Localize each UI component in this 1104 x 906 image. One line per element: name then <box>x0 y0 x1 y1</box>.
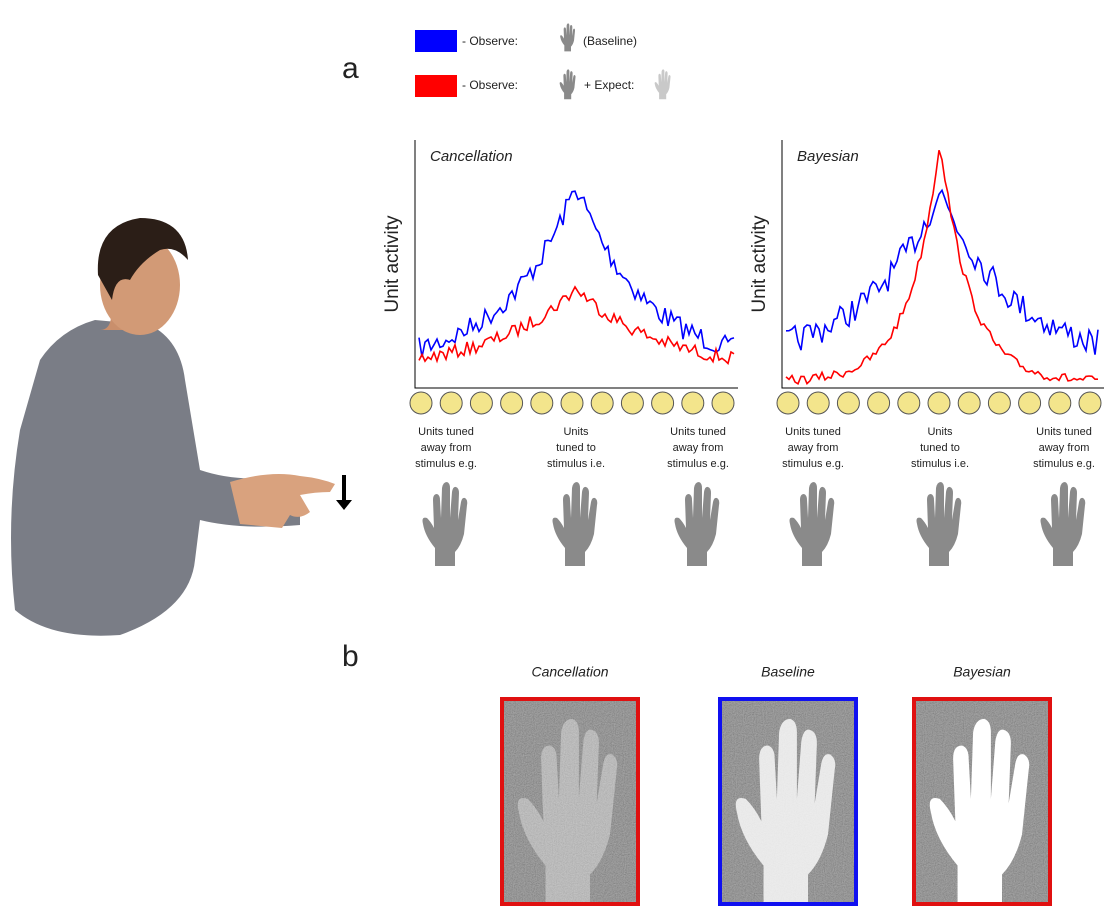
shape <box>336 500 352 510</box>
hand-icon <box>674 482 720 566</box>
legend-text: - Observe: <box>462 78 518 92</box>
axes <box>414 140 738 389</box>
legend-text: (Baseline) <box>583 34 637 48</box>
hand-icon <box>552 482 598 566</box>
unit-circle <box>836 391 860 415</box>
legend-text: - Observe: <box>462 34 518 48</box>
unit-label: away from <box>673 442 724 454</box>
unit-label: stimulus i.e. <box>547 458 605 470</box>
unit-circle <box>530 391 554 415</box>
unit-label: tuned to <box>920 442 960 454</box>
legend-swatch <box>415 75 457 97</box>
y-axis-label: Unit activity <box>382 215 403 313</box>
y-axis-label: Unit activity <box>749 215 770 313</box>
unit-circle <box>560 391 584 415</box>
shape <box>342 475 346 503</box>
hand-icon <box>560 23 576 52</box>
blue-curve <box>418 190 735 358</box>
unit-label: Units tuned <box>670 426 726 438</box>
shape <box>97 218 188 300</box>
unit-label: away from <box>788 442 839 454</box>
image-frame <box>500 697 640 906</box>
image-frame <box>718 697 858 906</box>
blue-curve <box>785 188 1099 355</box>
unit-circle <box>1018 391 1042 415</box>
image-frame <box>912 697 1052 906</box>
red-curve <box>418 285 735 366</box>
hand-icon <box>654 69 671 100</box>
unit-circle <box>776 391 800 415</box>
legend-swatch <box>415 30 457 52</box>
unit-circle <box>1048 391 1072 415</box>
panel-label: b <box>342 640 359 673</box>
unit-circle <box>1078 391 1102 415</box>
unit-label: Units tuned <box>785 426 841 438</box>
unit-label: stimulus e.g. <box>1033 458 1095 470</box>
unit-label: Units tuned <box>1036 426 1092 438</box>
image-title: Bayesian <box>953 664 1011 680</box>
person-illustration <box>11 218 352 636</box>
unit-circle <box>590 391 614 415</box>
panel-title: Cancellation <box>430 148 513 165</box>
unit-circle <box>439 391 463 415</box>
legend-text: + Expect: <box>584 78 634 92</box>
unit-label: away from <box>1039 442 1090 454</box>
unit-label: tuned to <box>556 442 596 454</box>
hand-icon <box>422 482 468 566</box>
hand-icon <box>916 482 962 566</box>
shape <box>230 474 335 528</box>
hand-icon <box>559 69 576 100</box>
hand-icon <box>789 482 835 566</box>
unit-circle <box>409 391 433 415</box>
unit-circle <box>500 391 524 415</box>
shape: Cancellation Unit activity Units tuned away… <box>382 140 1104 566</box>
image-title: Baseline <box>761 664 815 680</box>
unit-label: Units tuned <box>418 426 474 438</box>
unit-label: stimulus i.e. <box>911 458 969 470</box>
unit-label: Units <box>927 426 953 438</box>
unit-label: away from <box>421 442 472 454</box>
unit-circle <box>651 391 675 415</box>
unit-circle <box>469 391 493 415</box>
unit-circle <box>927 391 951 415</box>
unit-circle <box>897 391 921 415</box>
unit-label: stimulus e.g. <box>667 458 729 470</box>
shape: Cancellation Baseline Bayesian <box>500 664 1052 906</box>
unit-label: stimulus e.g. <box>782 458 844 470</box>
unit-label: stimulus e.g. <box>415 458 477 470</box>
unit-circle <box>711 391 735 415</box>
unit-circle <box>681 391 705 415</box>
hand-icon <box>1040 482 1086 566</box>
image-title: Cancellation <box>531 664 608 680</box>
unit-circle <box>620 391 644 415</box>
axes <box>781 140 1104 389</box>
unit-label: Units <box>563 426 589 438</box>
unit-circle <box>867 391 891 415</box>
red-curve <box>785 149 1098 385</box>
panel-title: Bayesian <box>797 148 859 165</box>
unit-circle <box>806 391 830 415</box>
unit-circle <box>957 391 981 415</box>
panel-label: a <box>342 52 359 85</box>
unit-circle <box>987 391 1011 415</box>
shape <box>11 320 300 636</box>
